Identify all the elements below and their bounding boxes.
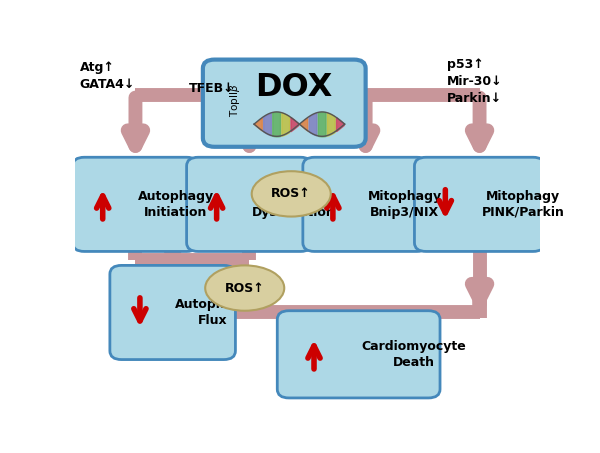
Text: Cardiomyocyte
Death: Cardiomyocyte Death (361, 340, 466, 369)
Text: Mitophagy
PINK/Parkin: Mitophagy PINK/Parkin (482, 190, 565, 219)
FancyBboxPatch shape (110, 265, 235, 360)
FancyBboxPatch shape (203, 60, 365, 147)
Text: TopII$\beta$: TopII$\beta$ (229, 83, 242, 116)
FancyBboxPatch shape (73, 157, 198, 251)
FancyBboxPatch shape (277, 311, 440, 398)
Text: TFEB↓: TFEB↓ (189, 82, 235, 95)
Text: Atg↑
GATA4↓: Atg↑ GATA4↓ (80, 61, 135, 92)
Text: ROS↑: ROS↑ (271, 188, 311, 200)
FancyBboxPatch shape (415, 157, 545, 251)
Text: Autophagy
Initiation: Autophagy Initiation (137, 190, 214, 219)
Text: p53↑
Mir-30↓
Parkin↓: p53↑ Mir-30↓ Parkin↓ (447, 58, 503, 105)
Text: Mitophagy
Bnip3/NIX: Mitophagy Bnip3/NIX (368, 190, 442, 219)
Text: Lysosomal
Dysfunction: Lysosomal Dysfunction (251, 190, 335, 219)
FancyBboxPatch shape (303, 157, 428, 251)
Text: DOX: DOX (255, 72, 332, 103)
FancyBboxPatch shape (187, 157, 312, 251)
Text: ROS↑: ROS↑ (225, 282, 265, 294)
Ellipse shape (205, 265, 284, 311)
Text: Autophagy
Flux: Autophagy Flux (175, 298, 251, 327)
Ellipse shape (252, 171, 331, 217)
